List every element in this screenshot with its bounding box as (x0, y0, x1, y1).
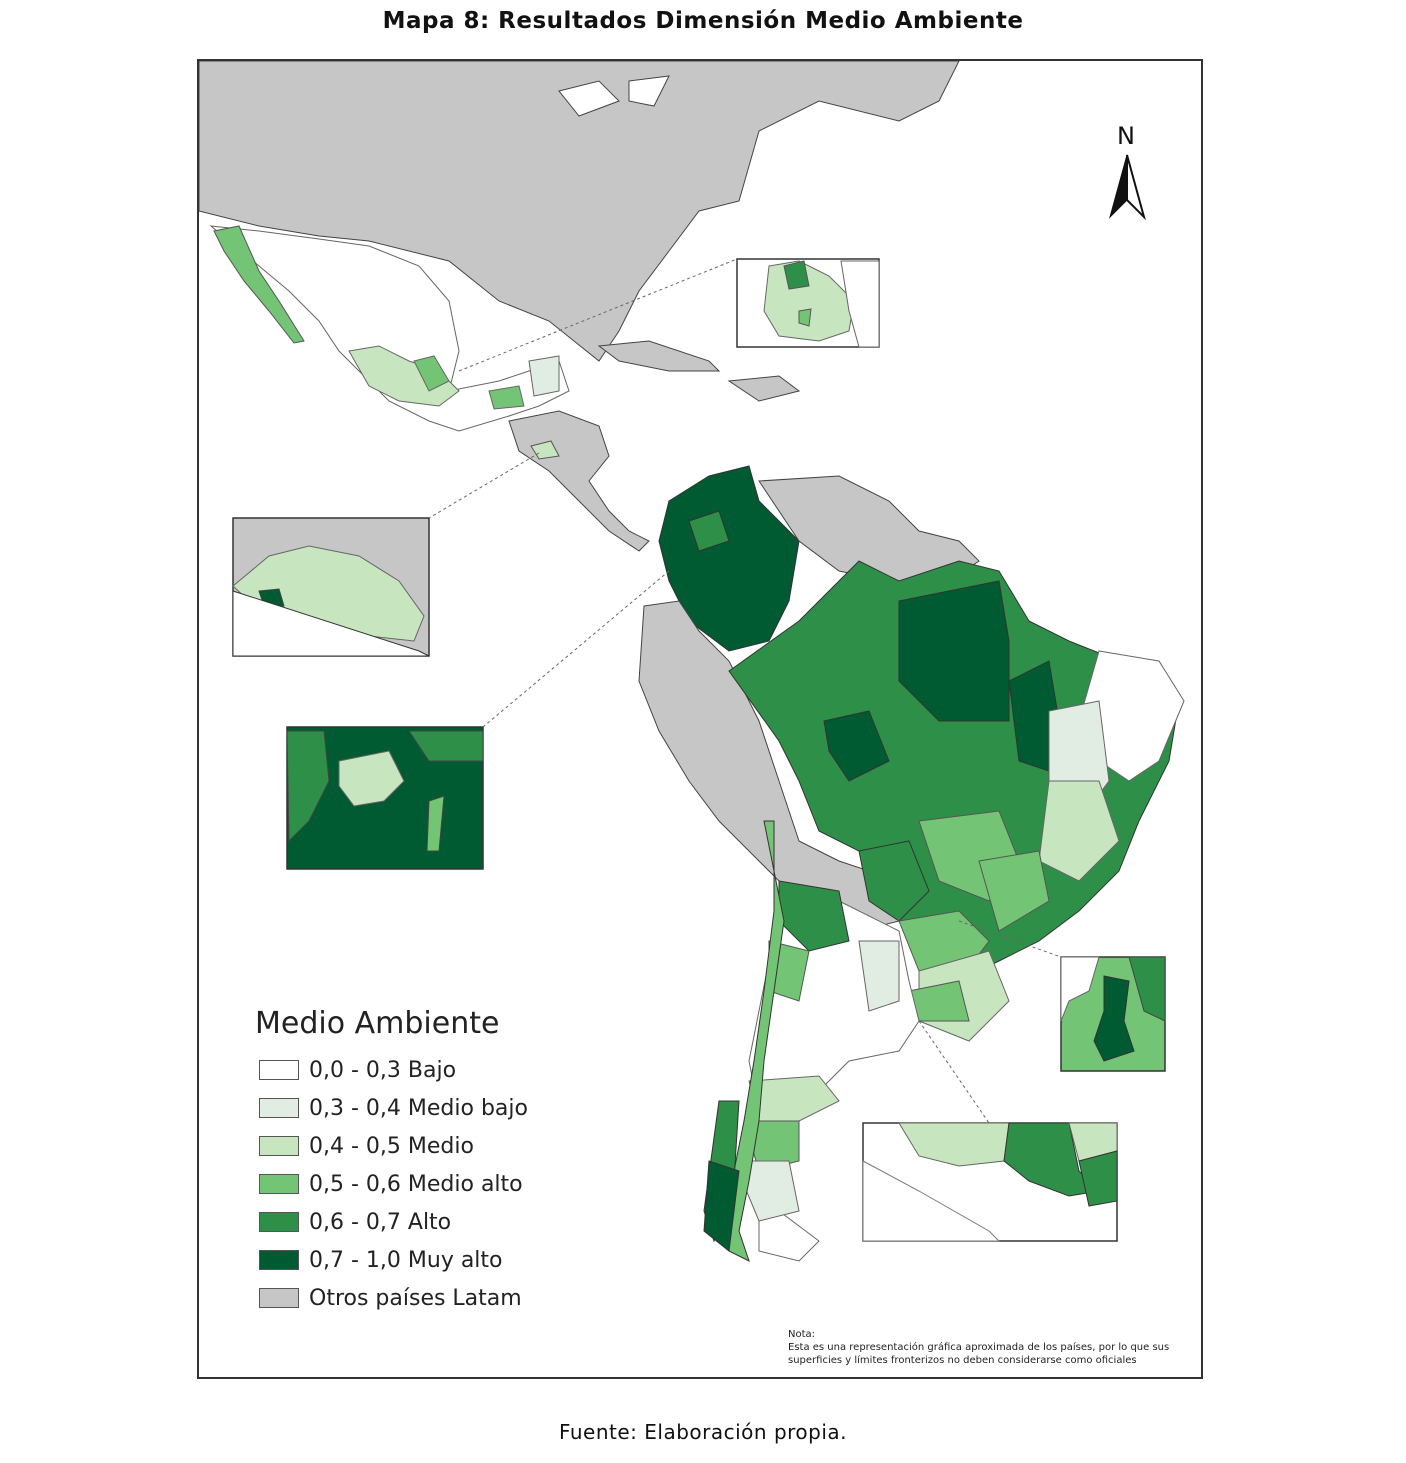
inset-el-salvador (232, 517, 430, 657)
map-note: Nota: Esta es una representación gráfica… (788, 1328, 1198, 1367)
note-heading: Nota: (788, 1329, 816, 1340)
note-line-2: superficies y límites fronterizos no deb… (788, 1355, 1137, 1366)
north-america-region (199, 61, 960, 362)
inset-uruguay (1060, 956, 1166, 1072)
legend-item-alto: 0,6 - 0,7 Alto (255, 1203, 528, 1241)
map-canvas (199, 61, 1185, 1262)
colombia-region (658, 465, 800, 652)
legend-label: 0,7 - 1,0 Muy alto (309, 1247, 503, 1273)
map-frame (197, 59, 1203, 1379)
legend-swatch (259, 1098, 299, 1118)
legend-title: Medio Ambiente (255, 1006, 500, 1041)
note-line-1: Esta es una representación gráfica aprox… (788, 1342, 1170, 1353)
legend-label: Otros países Latam (309, 1285, 522, 1311)
legend-label: 0,6 - 0,7 Alto (309, 1209, 452, 1235)
legend-item-medio-alto: 0,5 - 0,6 Medio alto (255, 1165, 528, 1203)
legend-item-medio-bajo: 0,3 - 0,4 Medio bajo (255, 1089, 528, 1127)
legend-swatch (259, 1060, 299, 1080)
north-label: N (1117, 122, 1135, 150)
legend-item-bajo: 0,0 - 0,3 Bajo (255, 1051, 528, 1089)
legend-item-muy-alto: 0,7 - 1,0 Muy alto (255, 1241, 528, 1279)
legend-swatch (259, 1288, 299, 1308)
legend-item-otros: Otros países Latam (255, 1279, 528, 1317)
inset-colombia (286, 726, 484, 870)
legend-label: 0,5 - 0,6 Medio alto (309, 1171, 523, 1197)
legend-swatch (259, 1250, 299, 1270)
legend-swatch (259, 1174, 299, 1194)
north-arrow-icon (1109, 154, 1146, 221)
source-caption: Fuente: Elaboración propia. (558, 1420, 848, 1444)
mexico-region (209, 225, 570, 432)
legend-item-medio: 0,4 - 0,5 Medio (255, 1127, 528, 1165)
legend-swatch (259, 1212, 299, 1232)
inset-mexico (736, 258, 880, 348)
legend-label: 0,4 - 0,5 Medio (309, 1133, 474, 1159)
inset-argentina (862, 1122, 1118, 1242)
legend-label: 0,3 - 0,4 Medio bajo (309, 1095, 528, 1121)
inset-connectors (428, 258, 1062, 1124)
central-america-region (508, 410, 650, 552)
map-title: Mapa 8: Resultados Dimensión Medio Ambie… (382, 8, 1024, 34)
legend-swatch (259, 1136, 299, 1156)
legend-label: 0,0 - 0,3 Bajo (309, 1057, 457, 1083)
legend: Medio Ambiente 0,0 - 0,3 Bajo 0,3 - 0,4 … (255, 1006, 528, 1317)
